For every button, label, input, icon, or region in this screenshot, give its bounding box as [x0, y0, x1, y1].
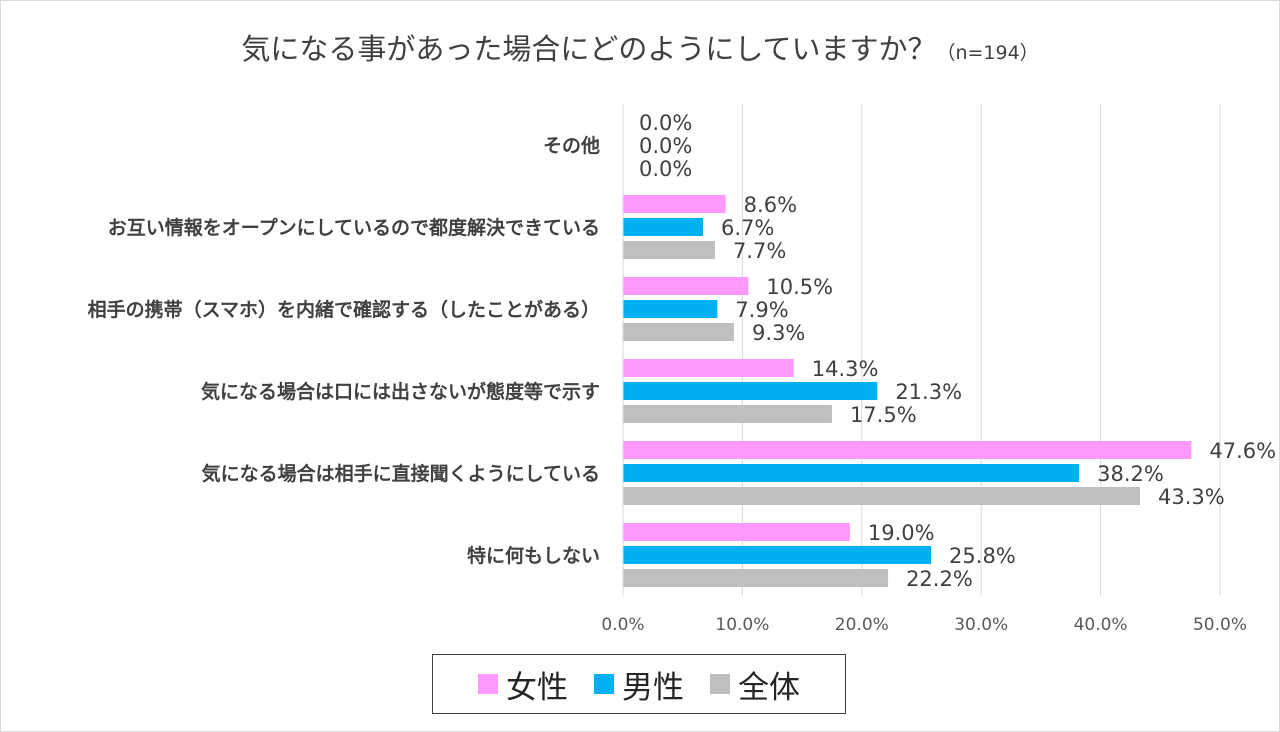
bar-chart: 0.0% 10.0% 20.0% 30.0% 40.0% 50.0%その他0.0%0.0%…	[88, 104, 1276, 635]
bar-2-1	[623, 241, 715, 259]
bar-0-2	[623, 277, 749, 295]
category-label-0: その他	[543, 134, 600, 157]
legend-item-female: 女性	[478, 662, 568, 707]
data-label-2-0: 0.0%	[639, 157, 692, 181]
data-label-0-1: 8.6%	[744, 193, 797, 217]
data-label-0-3: 14.3%	[812, 357, 879, 381]
legend-swatch-female	[478, 674, 498, 694]
bar-2-4	[623, 487, 1141, 505]
x-tick-label-1: 10.0%	[715, 615, 769, 635]
category-label-2: 相手の携帯（スマホ）を内緒で確認する（したことがある）	[88, 298, 600, 321]
data-label-2-2: 9.3%	[752, 321, 805, 345]
x-tick-label-0: 0.0%	[601, 615, 644, 635]
data-label-1-3: 21.3%	[895, 380, 962, 404]
bar-1-4	[623, 464, 1080, 482]
bar-0-1	[623, 195, 726, 213]
legend: 女性 男性 全体	[432, 654, 846, 714]
data-label-1-0: 0.0%	[639, 134, 692, 158]
data-label-1-5: 25.8%	[949, 544, 1016, 568]
chart-title-sample-size: （n=194）	[936, 42, 1039, 64]
legend-swatch-total	[710, 674, 730, 694]
data-label-0-4: 47.6%	[1209, 439, 1276, 463]
category-label-3: 気になる場合は口には出さないが態度等で示す	[201, 380, 600, 403]
legend-label-male: 男性	[622, 669, 684, 706]
bar-0-5	[623, 523, 850, 541]
chart-title: 気になる事があった場合にどのようにしていますか？（n=194）	[0, 26, 1280, 68]
bar-1-5	[623, 546, 932, 564]
bar-0-3	[623, 359, 794, 377]
x-tick-label-5: 50.0%	[1193, 615, 1247, 635]
data-label-1-2: 7.9%	[735, 298, 788, 322]
data-label-2-1: 7.7%	[733, 239, 786, 263]
data-label-2-3: 17.5%	[850, 403, 917, 427]
chart-title-main: 気になる事があった場合にどのようにしていますか？	[241, 32, 937, 66]
data-label-1-4: 38.2%	[1097, 462, 1164, 486]
legend-item-male: 男性	[594, 662, 684, 707]
legend-swatch-male	[594, 674, 614, 694]
data-label-2-5: 22.2%	[906, 567, 973, 591]
bar-2-2	[623, 323, 735, 341]
bar-1-1	[623, 218, 703, 236]
bar-1-2	[623, 300, 718, 318]
legend-label-total: 全体	[738, 669, 800, 706]
x-tick-label-3: 30.0%	[954, 615, 1008, 635]
legend-item-total: 全体	[710, 662, 800, 707]
bar-2-5	[623, 569, 889, 587]
x-tick-label-4: 40.0%	[1074, 615, 1128, 635]
x-tick-label-2: 20.0%	[835, 615, 889, 635]
bar-1-3	[623, 382, 878, 400]
data-label-2-4: 43.3%	[1158, 485, 1225, 509]
bar-2-3	[623, 405, 832, 423]
category-label-5: 特に何もしない	[467, 544, 600, 567]
category-label-4: 気になる場合は相手に直接聞くようにしている	[202, 462, 600, 485]
data-label-0-2: 10.5%	[766, 275, 833, 299]
data-label-0-0: 0.0%	[639, 111, 692, 135]
category-label-1: お互い情報をオープンにしているので都度解決できている	[108, 216, 600, 239]
data-label-0-5: 19.0%	[868, 521, 935, 545]
bar-0-4	[623, 441, 1192, 459]
legend-label-female: 女性	[506, 669, 568, 706]
data-label-1-1: 6.7%	[721, 216, 774, 240]
